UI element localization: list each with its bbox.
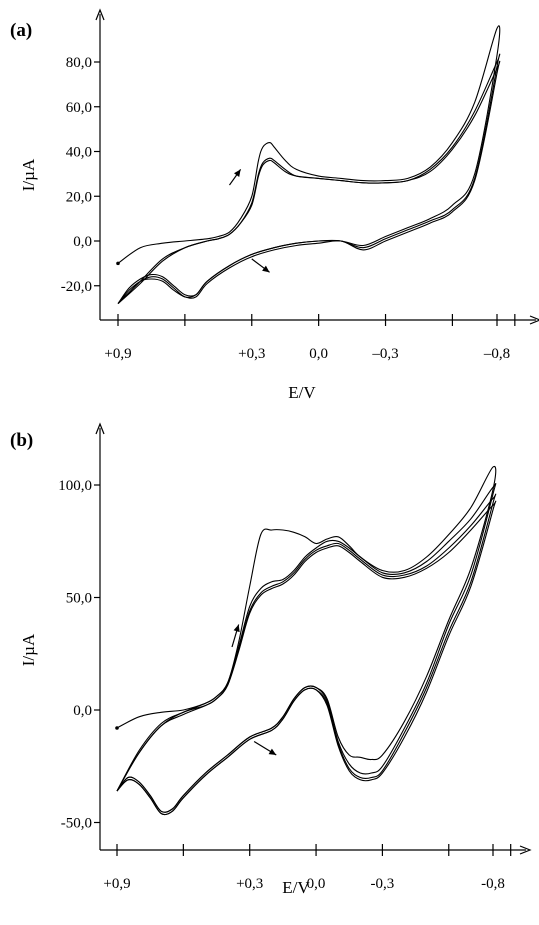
y-tick-label: 100,0 [58, 478, 92, 494]
x-tick-label: +0,9 [104, 346, 131, 362]
cathodic-scan-arrowhead [268, 748, 277, 755]
y-axis-label: I/µA [19, 633, 38, 666]
y-tick-label: -50,0 [61, 816, 92, 832]
cycle-1-line [116, 465, 497, 813]
cycle-3-line [116, 493, 497, 816]
y-tick-label: 40,0 [66, 145, 92, 161]
cycle-4-line [116, 500, 497, 816]
panel-b: (b) +0,9 +0,3 0,0 -0,3 -0,8 -50,0 0,0 50,0 100,0 I… [10, 422, 532, 897]
x-axis-label: E/V [288, 383, 316, 402]
x-tick-label: 0,0 [309, 346, 328, 362]
panel-label: (a) [10, 20, 32, 41]
x-tick-label: +0,3 [236, 876, 263, 892]
panel-a: (a) +0,9 +0,3 0,0 –0,3 –0,8 -20,0 0,0 20,0 40,0 60… [10, 8, 539, 402]
x-axis-arrowhead [529, 315, 539, 325]
x-tick-label: –0,8 [483, 346, 510, 362]
x-tick-label: -0,8 [481, 876, 505, 892]
x-tick-label: 0,0 [307, 876, 326, 892]
start-point [116, 261, 120, 266]
y-axis-label: I/µA [19, 158, 38, 191]
cycle-2-line [117, 53, 501, 304]
x-axis-label: E/V [282, 878, 310, 897]
y-tick-label: 0,0 [73, 234, 92, 250]
x-tick-label: –0,3 [371, 346, 398, 362]
y-tick-label: 60,0 [66, 100, 92, 116]
y-tick-label: 20,0 [66, 189, 92, 205]
x-tick-label: +0,9 [103, 876, 130, 892]
y-axis-arrowhead [95, 422, 105, 435]
y-tick-label: -20,0 [61, 279, 92, 295]
anodic-scan-arrowhead [234, 169, 241, 177]
cycle-3-line [117, 60, 501, 305]
cycle-2-line [116, 483, 497, 813]
cathodic-scan-arrowhead [262, 265, 270, 273]
x-tick-label: +0,3 [238, 346, 265, 362]
y-tick-label: 80,0 [66, 55, 92, 71]
start-point [115, 726, 119, 730]
cycle-1-line [117, 25, 501, 304]
x-axis-arrowhead [519, 845, 532, 855]
x-tick-label: -0,3 [371, 876, 395, 892]
anodic-scan-arrowhead [233, 624, 240, 633]
y-tick-label: 0,0 [73, 703, 92, 719]
y-tick-label: 50,0 [66, 591, 92, 607]
panel-label: (b) [10, 430, 33, 451]
y-axis-arrowhead [95, 8, 105, 21]
